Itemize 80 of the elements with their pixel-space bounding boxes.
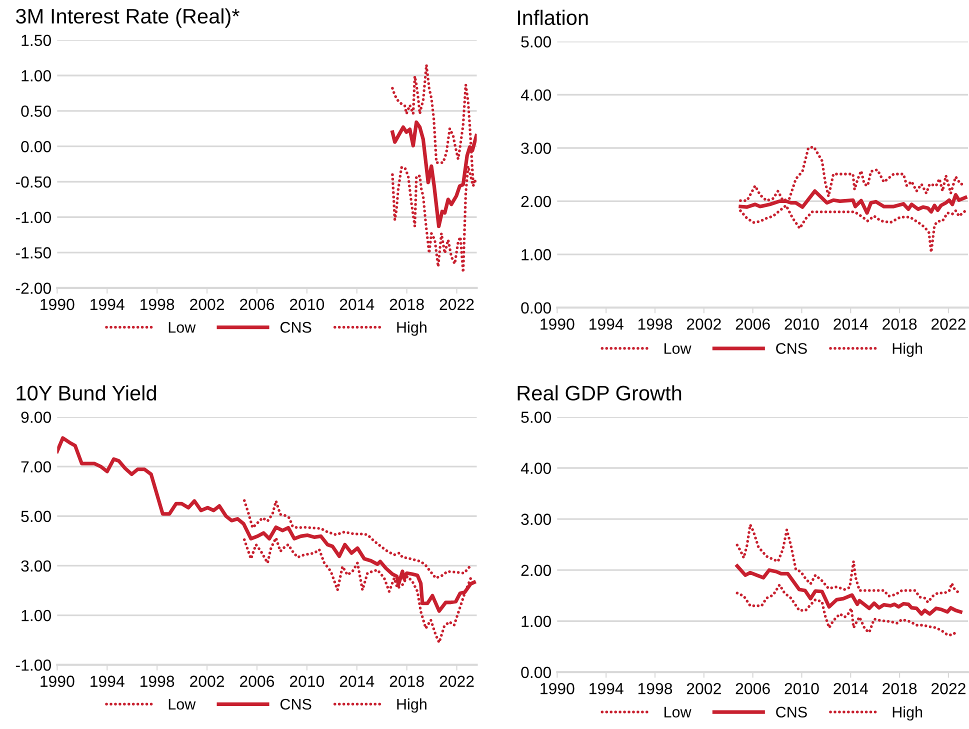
y-tick-label: 2.00 <box>521 196 551 208</box>
y-tick-label: 5.00 <box>521 412 551 423</box>
x-tick-label: 1998 <box>638 318 672 330</box>
x-tick-label: 2014 <box>834 318 868 330</box>
y-tick-label: 1.00 <box>22 610 51 622</box>
y-tick-label: 1.00 <box>522 249 551 260</box>
y-tick-label: 1.50 <box>22 34 51 46</box>
y-tick-label: 0.00 <box>521 666 551 678</box>
x-tick-label: 1994 <box>590 318 624 330</box>
x-tick-label: 2010 <box>290 676 324 687</box>
x-tick-label: 1998 <box>140 298 174 310</box>
legend-label: High <box>892 706 922 721</box>
x-tick-label: 1990 <box>540 318 574 330</box>
x-tick-label: 2010 <box>784 318 819 330</box>
y-tick-label: 4.00 <box>520 89 551 101</box>
y-tick-label: 0.50 <box>21 106 51 117</box>
legend-label: CNS <box>280 322 312 333</box>
x-tick-label: 2022 <box>440 298 474 310</box>
y-tick-label: 7.00 <box>21 461 51 473</box>
y-tick-label: 2.00 <box>521 564 551 576</box>
x-tick-label: 1998 <box>638 682 672 694</box>
x-tick-label: 1994 <box>90 676 124 687</box>
y-tick-label: 3.00 <box>521 142 551 154</box>
x-tick-label: 2014 <box>340 676 374 687</box>
y-tick-label: -2.00 <box>16 282 51 294</box>
x-tick-label: 2022 <box>440 676 474 687</box>
chart-title: 10Y Bund Yield <box>16 385 156 401</box>
x-tick-label: 2010 <box>784 682 819 694</box>
x-tick-label: 2018 <box>390 676 424 687</box>
legend-label: High <box>397 698 426 713</box>
x-tick-label: 1998 <box>140 676 174 687</box>
legend-label: Low <box>664 343 692 354</box>
x-tick-label: 2022 <box>932 318 966 330</box>
x-tick-label: 1990 <box>40 676 74 687</box>
x-tick-label: 2014 <box>340 298 374 310</box>
x-tick-label: 2006 <box>240 676 274 687</box>
legend-label: Low <box>168 322 196 333</box>
x-tick-label: 2002 <box>190 298 224 310</box>
chart-title: Real GDP Growth <box>518 385 682 401</box>
legend-label: High <box>892 342 922 357</box>
chart-title: Inflation <box>518 10 588 26</box>
x-tick-label: 2002 <box>190 676 224 687</box>
legend-label: CNS <box>776 706 807 718</box>
y-tick-label: 3.00 <box>21 560 51 572</box>
x-tick-label: 1994 <box>590 682 624 694</box>
y-tick-label: 1.00 <box>22 70 51 82</box>
legend-label: CNS <box>776 343 807 354</box>
y-tick-label: 1.00 <box>522 616 551 628</box>
x-tick-label: 1990 <box>540 682 574 694</box>
y-tick-label: 9.00 <box>21 412 51 423</box>
x-tick-label: 2010 <box>290 298 324 310</box>
line-series <box>736 523 960 604</box>
y-tick-label: -0.50 <box>16 176 51 188</box>
y-tick-label: -1.50 <box>16 247 51 258</box>
x-tick-label: 2006 <box>736 318 770 330</box>
x-tick-label: 2002 <box>686 318 721 330</box>
x-tick-label: 2006 <box>736 682 770 694</box>
chart-title: 3M Interest Rate (Real)* <box>16 8 240 28</box>
y-tick-label: 0.00 <box>521 302 551 314</box>
legend-label: Low <box>664 706 692 718</box>
x-tick-label: 2002 <box>686 682 721 694</box>
x-tick-label: 2014 <box>834 682 868 694</box>
x-tick-label: 2018 <box>882 682 917 694</box>
y-tick-label: -1.00 <box>16 212 51 224</box>
y-tick-label: -1.00 <box>16 659 51 671</box>
legend-label: CNS <box>280 698 312 710</box>
y-tick-label: 3.00 <box>521 514 551 525</box>
legend-label: High <box>397 322 426 336</box>
legend-label: Low <box>168 698 196 710</box>
x-tick-label: 2022 <box>932 682 966 694</box>
x-tick-label: 2006 <box>240 298 274 310</box>
x-tick-label: 2018 <box>390 298 424 310</box>
y-tick-label: 0.00 <box>21 140 51 152</box>
y-tick-label: 5.00 <box>521 36 551 48</box>
y-tick-label: 5.00 <box>21 510 51 522</box>
x-tick-label: 1990 <box>40 298 74 310</box>
x-tick-label: 2018 <box>882 318 917 330</box>
y-tick-label: 4.00 <box>520 462 551 474</box>
x-tick-label: 1994 <box>90 298 124 310</box>
line-series <box>242 499 472 580</box>
